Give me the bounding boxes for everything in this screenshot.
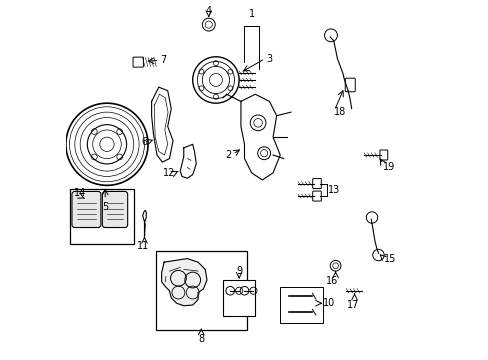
Bar xyxy=(70,189,134,244)
Text: 11: 11 xyxy=(136,242,148,251)
Text: 7: 7 xyxy=(160,55,166,65)
FancyBboxPatch shape xyxy=(312,191,321,201)
Text: 9: 9 xyxy=(236,266,242,276)
FancyBboxPatch shape xyxy=(72,192,101,228)
Text: 14: 14 xyxy=(74,188,86,198)
Text: 4: 4 xyxy=(205,6,211,16)
Bar xyxy=(223,280,255,316)
Text: 2: 2 xyxy=(225,150,231,160)
FancyBboxPatch shape xyxy=(133,57,143,67)
Text: 8: 8 xyxy=(198,334,204,344)
Text: 3: 3 xyxy=(265,54,271,64)
Text: 18: 18 xyxy=(333,107,346,117)
Text: 15: 15 xyxy=(383,253,395,264)
FancyBboxPatch shape xyxy=(102,192,127,228)
Polygon shape xyxy=(162,258,206,306)
FancyBboxPatch shape xyxy=(345,78,354,92)
Bar xyxy=(156,251,246,330)
FancyBboxPatch shape xyxy=(312,179,321,189)
Text: 10: 10 xyxy=(323,298,335,308)
Text: 17: 17 xyxy=(346,300,359,310)
Text: 6: 6 xyxy=(141,138,147,148)
FancyBboxPatch shape xyxy=(379,150,387,160)
Text: 1: 1 xyxy=(248,9,254,19)
Text: 12: 12 xyxy=(162,168,175,178)
Text: 16: 16 xyxy=(325,276,338,287)
Text: 5: 5 xyxy=(102,202,108,212)
Bar xyxy=(280,287,323,323)
Text: 19: 19 xyxy=(382,162,394,172)
Text: 13: 13 xyxy=(328,185,340,195)
